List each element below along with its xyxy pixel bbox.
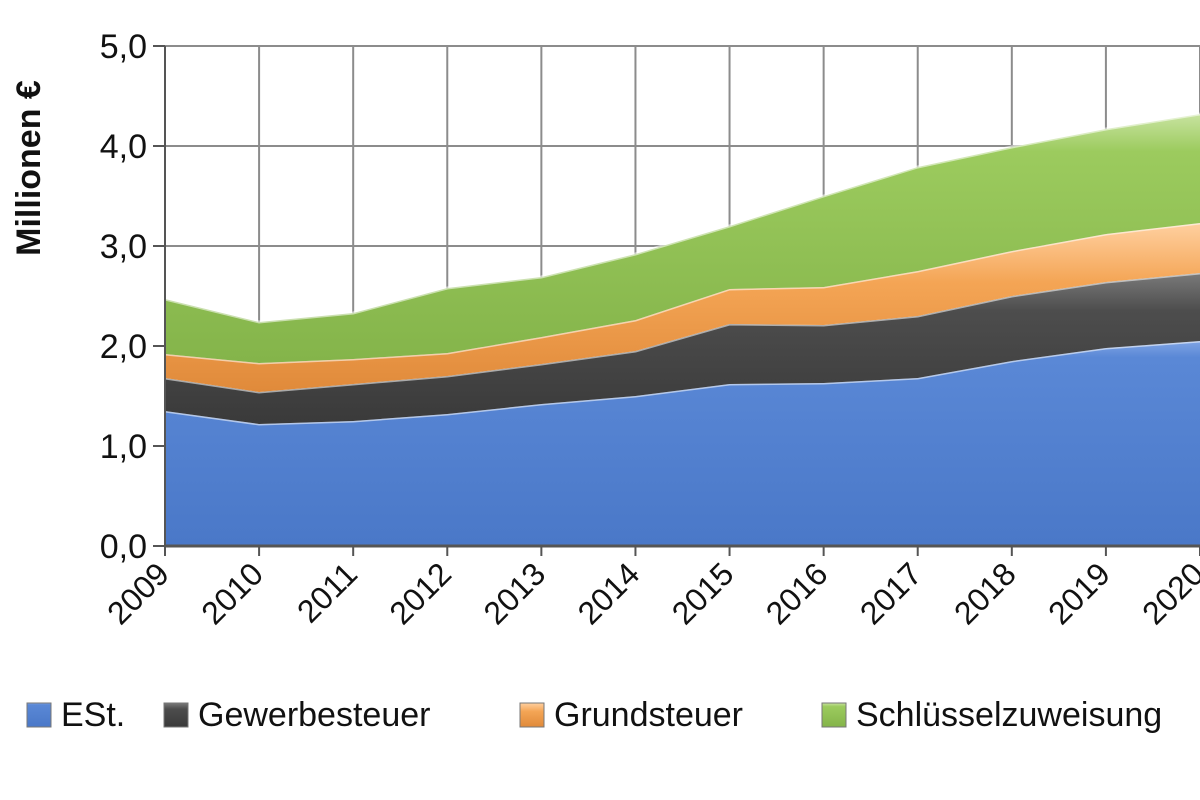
y-tick-labels: 0,0 1,0 2,0 3,0 4,0 5,0: [100, 28, 147, 566]
legend-swatch: [163, 702, 189, 728]
x-tick-label: 2019: [1041, 555, 1117, 631]
legend-label: Gewerbesteuer: [198, 696, 430, 734]
area-series-4: [165, 114, 1200, 363]
y-tick-label: 1,0: [100, 428, 147, 466]
legend-item-2: Gewerbesteuer: [163, 696, 430, 734]
area-series-edge-4: [164, 112, 1200, 324]
area-series-1: [165, 341, 1200, 546]
x-tick-label: 2013: [477, 555, 553, 631]
y-tick-label: 2,0: [100, 328, 147, 366]
legend-swatch: [821, 702, 847, 728]
x-tick-label: 2010: [194, 555, 270, 631]
x-tick-label: 2020: [1135, 555, 1200, 631]
x-tick-label: 2014: [571, 555, 647, 631]
x-tick-label: 2011: [290, 555, 364, 629]
legend-item-1: ESt.: [26, 696, 125, 734]
x-tick-label: 2018: [947, 555, 1023, 631]
area-series-2: [165, 273, 1200, 424]
legend-swatch: [26, 702, 52, 728]
x-tick-label: 2017: [853, 555, 929, 631]
legend-item-3: Grundsteuer: [519, 696, 743, 734]
area-series-layer: [164, 112, 1200, 546]
y-tick-label: 4,0: [100, 128, 147, 166]
x-tick-label: 2015: [665, 555, 741, 631]
x-tick-labels: 2009 2010 2011 2012 2013 2014 2015 2016 2017 2018…: [100, 555, 1200, 631]
area-series-3: [165, 223, 1200, 392]
legend-swatch: [519, 702, 545, 728]
x-tick-label: 2012: [382, 555, 458, 631]
axes: [153, 45, 1200, 556]
legend-label: ESt.: [61, 696, 125, 734]
legend-item-4: Schlüsselzuweisung: [821, 696, 1162, 734]
y-tick-label: 5,0: [100, 28, 147, 66]
x-tick-label: 2009: [100, 555, 176, 631]
y-tick-label: 0,0: [100, 528, 147, 566]
legend-label: Grundsteuer: [554, 696, 743, 734]
x-tick-label: 2016: [759, 555, 835, 631]
legend: ESt. Gewerbesteuer Grundsteuer Schlüsselzuw…: [26, 696, 1162, 734]
y-tick-label: 3,0: [100, 228, 147, 266]
legend-label: Schlüsselzuweisung: [856, 696, 1162, 734]
y-axis-title: Millionen €: [10, 80, 48, 256]
